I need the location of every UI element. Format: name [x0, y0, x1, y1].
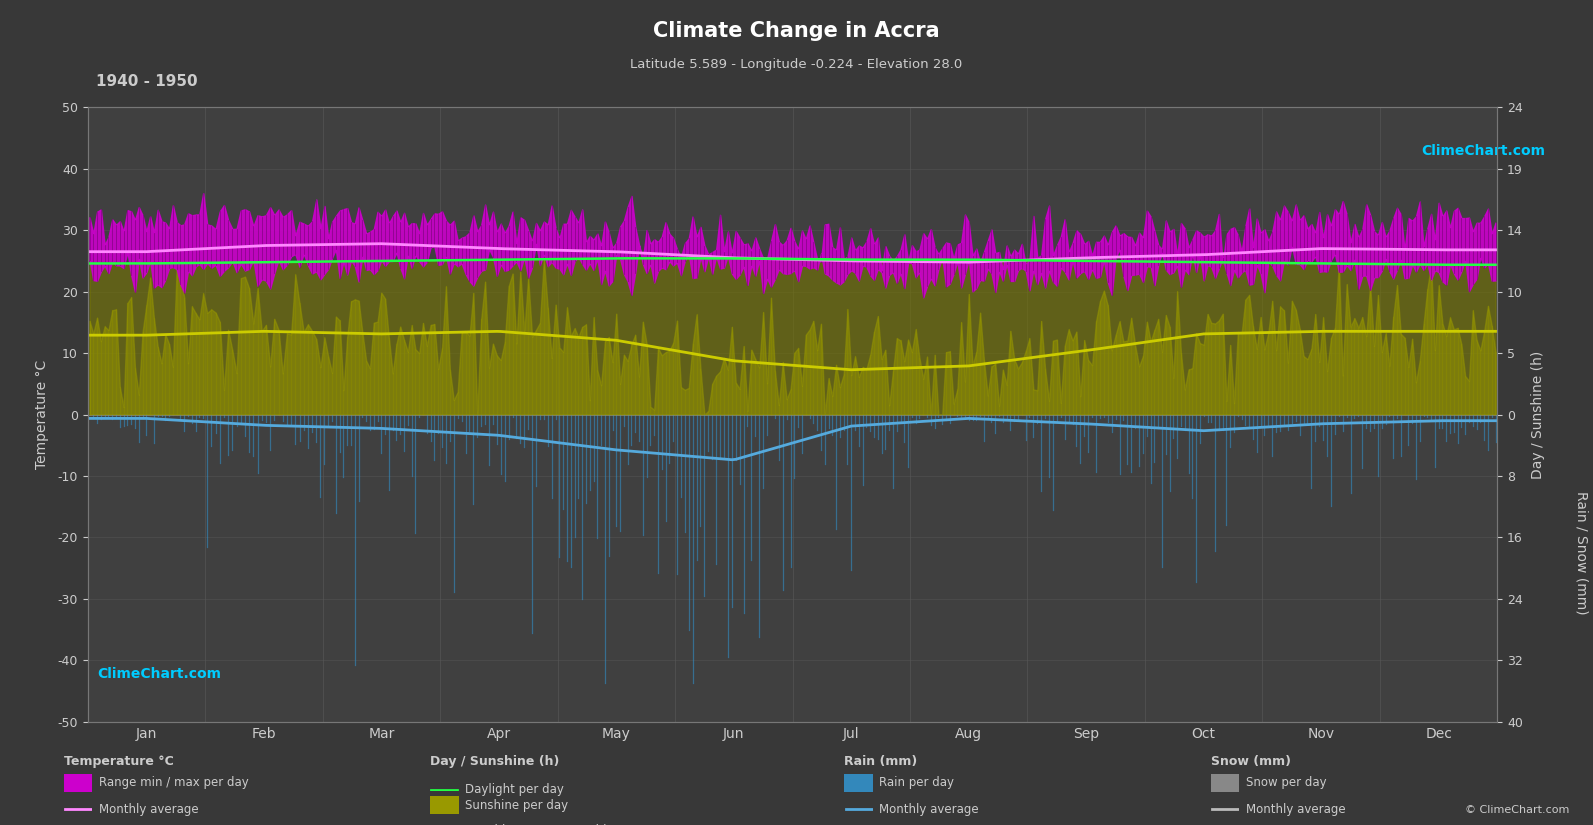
Text: Rain / Snow (mm): Rain / Snow (mm) [1575, 491, 1588, 615]
Text: 1940 - 1950: 1940 - 1950 [96, 74, 198, 89]
Text: © ClimeChart.com: © ClimeChart.com [1464, 805, 1569, 815]
Text: ClimeChart.com: ClimeChart.com [97, 667, 221, 681]
Text: Climate Change in Accra: Climate Change in Accra [653, 21, 940, 40]
Text: Daylight per day: Daylight per day [465, 783, 564, 796]
Text: Latitude 5.589 - Longitude -0.224 - Elevation 28.0: Latitude 5.589 - Longitude -0.224 - Elev… [631, 58, 962, 71]
Y-axis label: Temperature °C: Temperature °C [35, 360, 49, 469]
Text: ClimeChart.com: ClimeChart.com [1421, 144, 1545, 158]
Text: Sunshine per day: Sunshine per day [465, 799, 569, 812]
Text: Rain (mm): Rain (mm) [844, 755, 918, 768]
Text: Monthly average: Monthly average [879, 803, 980, 816]
Text: Snow (mm): Snow (mm) [1211, 755, 1290, 768]
Text: Temperature °C: Temperature °C [64, 755, 174, 768]
Text: Monthly average: Monthly average [1246, 803, 1346, 816]
Text: Rain per day: Rain per day [879, 776, 954, 790]
Y-axis label: Day / Sunshine (h): Day / Sunshine (h) [1531, 351, 1545, 478]
Text: Day / Sunshine (h): Day / Sunshine (h) [430, 755, 559, 768]
Text: Range min / max per day: Range min / max per day [99, 776, 249, 790]
Text: Monthly average: Monthly average [99, 803, 199, 816]
Text: Snow per day: Snow per day [1246, 776, 1327, 790]
